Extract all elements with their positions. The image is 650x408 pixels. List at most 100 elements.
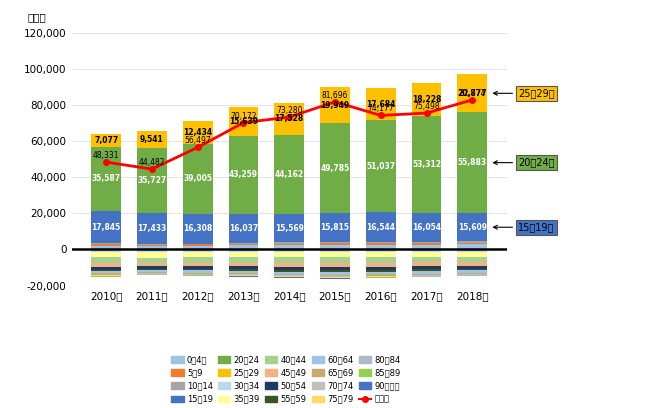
Bar — [366, 275, 396, 277]
Text: 44,482: 44,482 — [138, 158, 165, 167]
Bar — [274, 270, 304, 272]
Bar — [91, 263, 121, 267]
Bar — [137, 244, 167, 245]
Text: 17,433: 17,433 — [137, 224, 166, 233]
Bar — [320, 245, 350, 249]
Bar — [320, 277, 350, 278]
Bar — [137, 249, 167, 252]
Bar — [229, 266, 258, 269]
Bar — [183, 121, 213, 144]
Bar — [366, 267, 396, 270]
Bar — [91, 244, 121, 246]
Text: 16,037: 16,037 — [229, 224, 258, 233]
総　数 — [422, 111, 430, 115]
Bar — [320, 275, 350, 276]
Text: 48,331: 48,331 — [93, 151, 120, 160]
Text: 25〜29歳: 25〜29歳 — [493, 88, 554, 98]
Bar — [137, 273, 167, 274]
Bar — [320, 123, 350, 213]
Text: 74,177: 74,177 — [367, 104, 394, 113]
Bar — [183, 252, 213, 257]
総　数 — [285, 115, 293, 120]
Bar — [320, 271, 350, 272]
Bar — [411, 276, 441, 277]
Text: 16,544: 16,544 — [367, 223, 395, 232]
Bar — [183, 273, 213, 274]
Bar — [411, 242, 441, 243]
Bar — [137, 148, 167, 213]
Bar — [320, 87, 350, 123]
Bar — [411, 274, 441, 275]
Text: 49,785: 49,785 — [320, 164, 350, 173]
Bar — [411, 252, 441, 257]
Bar — [183, 257, 213, 263]
Text: 75,498: 75,498 — [413, 102, 440, 111]
総　数 — [331, 100, 339, 104]
Bar — [229, 252, 258, 257]
Bar — [366, 245, 396, 249]
Bar — [91, 249, 121, 252]
Bar — [366, 243, 396, 245]
Text: 12,434: 12,434 — [183, 128, 213, 137]
Text: 81,696: 81,696 — [322, 91, 348, 100]
Bar — [411, 213, 441, 242]
Bar — [229, 271, 258, 273]
Legend: 0〜4歳, 5〜9, 10〜14, 15〜19, 20〜24, 25〜29, 30〜34, 35〜39, 40〜44, 45〜49, 50〜54, 55〜59,: 0〜4歳, 5〜9, 10〜14, 15〜19, 20〜24, 25〜29, 3… — [171, 355, 401, 404]
Bar — [274, 257, 304, 263]
Bar — [91, 273, 121, 275]
Bar — [229, 243, 258, 244]
Bar — [366, 212, 396, 242]
Bar — [91, 147, 121, 211]
Bar — [183, 144, 213, 214]
Bar — [274, 252, 304, 257]
Bar — [458, 270, 488, 273]
Bar — [229, 275, 258, 276]
Bar — [458, 249, 488, 252]
Bar — [274, 245, 304, 249]
Bar — [91, 211, 121, 243]
Bar — [366, 249, 396, 252]
Bar — [137, 258, 167, 263]
Bar — [91, 275, 121, 276]
Bar — [411, 257, 441, 262]
Bar — [411, 244, 441, 249]
総　数 — [469, 98, 476, 102]
Bar — [320, 243, 350, 245]
Bar — [183, 271, 213, 273]
Bar — [320, 272, 350, 275]
Text: 56,497: 56,497 — [185, 136, 211, 145]
Text: 73,280: 73,280 — [276, 106, 302, 115]
Text: 18,228: 18,228 — [412, 95, 441, 104]
Bar — [458, 274, 488, 275]
Bar — [91, 246, 121, 249]
Bar — [458, 252, 488, 257]
Bar — [137, 245, 167, 246]
Bar — [274, 274, 304, 275]
Bar — [229, 107, 258, 136]
Bar — [183, 263, 213, 266]
Bar — [458, 242, 488, 244]
Text: 15〜19歳: 15〜19歳 — [493, 222, 554, 232]
Line: 総　数: 総 数 — [103, 97, 475, 172]
総　数 — [194, 145, 202, 150]
Bar — [274, 249, 304, 252]
Bar — [137, 246, 167, 249]
Bar — [91, 243, 121, 244]
Bar — [229, 136, 258, 214]
Bar — [183, 246, 213, 249]
Bar — [229, 274, 258, 275]
Bar — [366, 88, 396, 120]
総　数 — [102, 160, 110, 164]
Bar — [274, 272, 304, 274]
Bar — [274, 242, 304, 244]
総　数 — [148, 166, 156, 171]
Bar — [183, 244, 213, 246]
Text: 35,587: 35,587 — [92, 175, 121, 184]
Bar — [411, 249, 441, 252]
Bar — [366, 120, 396, 212]
Bar — [183, 249, 213, 252]
Bar — [458, 266, 488, 268]
Text: 20〜24歳: 20〜24歳 — [493, 157, 554, 168]
Text: 51,037: 51,037 — [366, 162, 395, 171]
Bar — [366, 263, 396, 267]
